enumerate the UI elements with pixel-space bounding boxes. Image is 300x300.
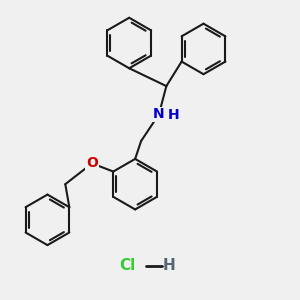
Text: H: H xyxy=(167,108,179,122)
Text: O: O xyxy=(86,156,98,170)
Text: H: H xyxy=(163,258,176,273)
Text: N: N xyxy=(153,107,165,121)
Text: Cl: Cl xyxy=(120,258,136,273)
